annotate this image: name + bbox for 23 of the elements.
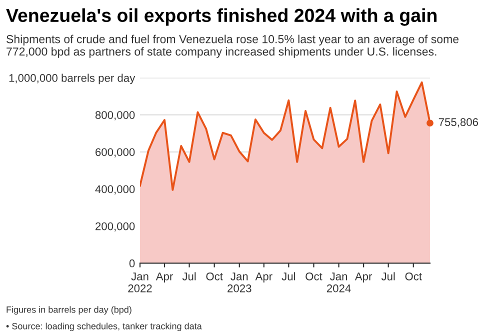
y-tick-label: 200,000	[96, 222, 135, 232]
y-tick-label: 0	[129, 259, 135, 268]
x-tick-label: Jan 2022	[128, 272, 152, 292]
x-tick-label: Jul	[282, 272, 296, 280]
x-tick-label: Oct	[306, 272, 322, 280]
x-tick-label: Apr	[354, 272, 372, 283]
y-tick-label: 800,000	[95, 111, 135, 120]
annotation: 755,806	[438, 118, 478, 128]
x-tick-label: Jan 2024	[326, 272, 351, 292]
x-tick-label: Jul	[381, 272, 395, 280]
x-tick-label: Oct	[405, 272, 422, 280]
chart-title: Venezuela's oil exports finished 2024 with a gain	[6, 8, 437, 26]
x-tick-label: Oct	[206, 272, 223, 280]
y-tick-label: 600,000	[96, 148, 135, 158]
text: Figures in barrels per day (bpd)	[6, 306, 132, 315]
x-tick-label: Jan 2023	[228, 272, 252, 292]
text: • Source: loading schedules, tanker tracking data	[6, 322, 202, 331]
x-tick-label: Apr	[156, 272, 173, 283]
x-tick-label: Jul	[182, 272, 196, 280]
y-tick-label: 1,000,000 barrels per day	[9, 74, 136, 84]
chart-subtitle: Shipments of crude and fuel from Venezuela rose 10.5% last year to an average of some 772,000 bpd as partners of state company increased shipments under U.S. licenses.	[6, 34, 459, 58]
x-tick-label: Apr	[255, 272, 272, 283]
y-tick-label: 400,000	[95, 185, 135, 194]
